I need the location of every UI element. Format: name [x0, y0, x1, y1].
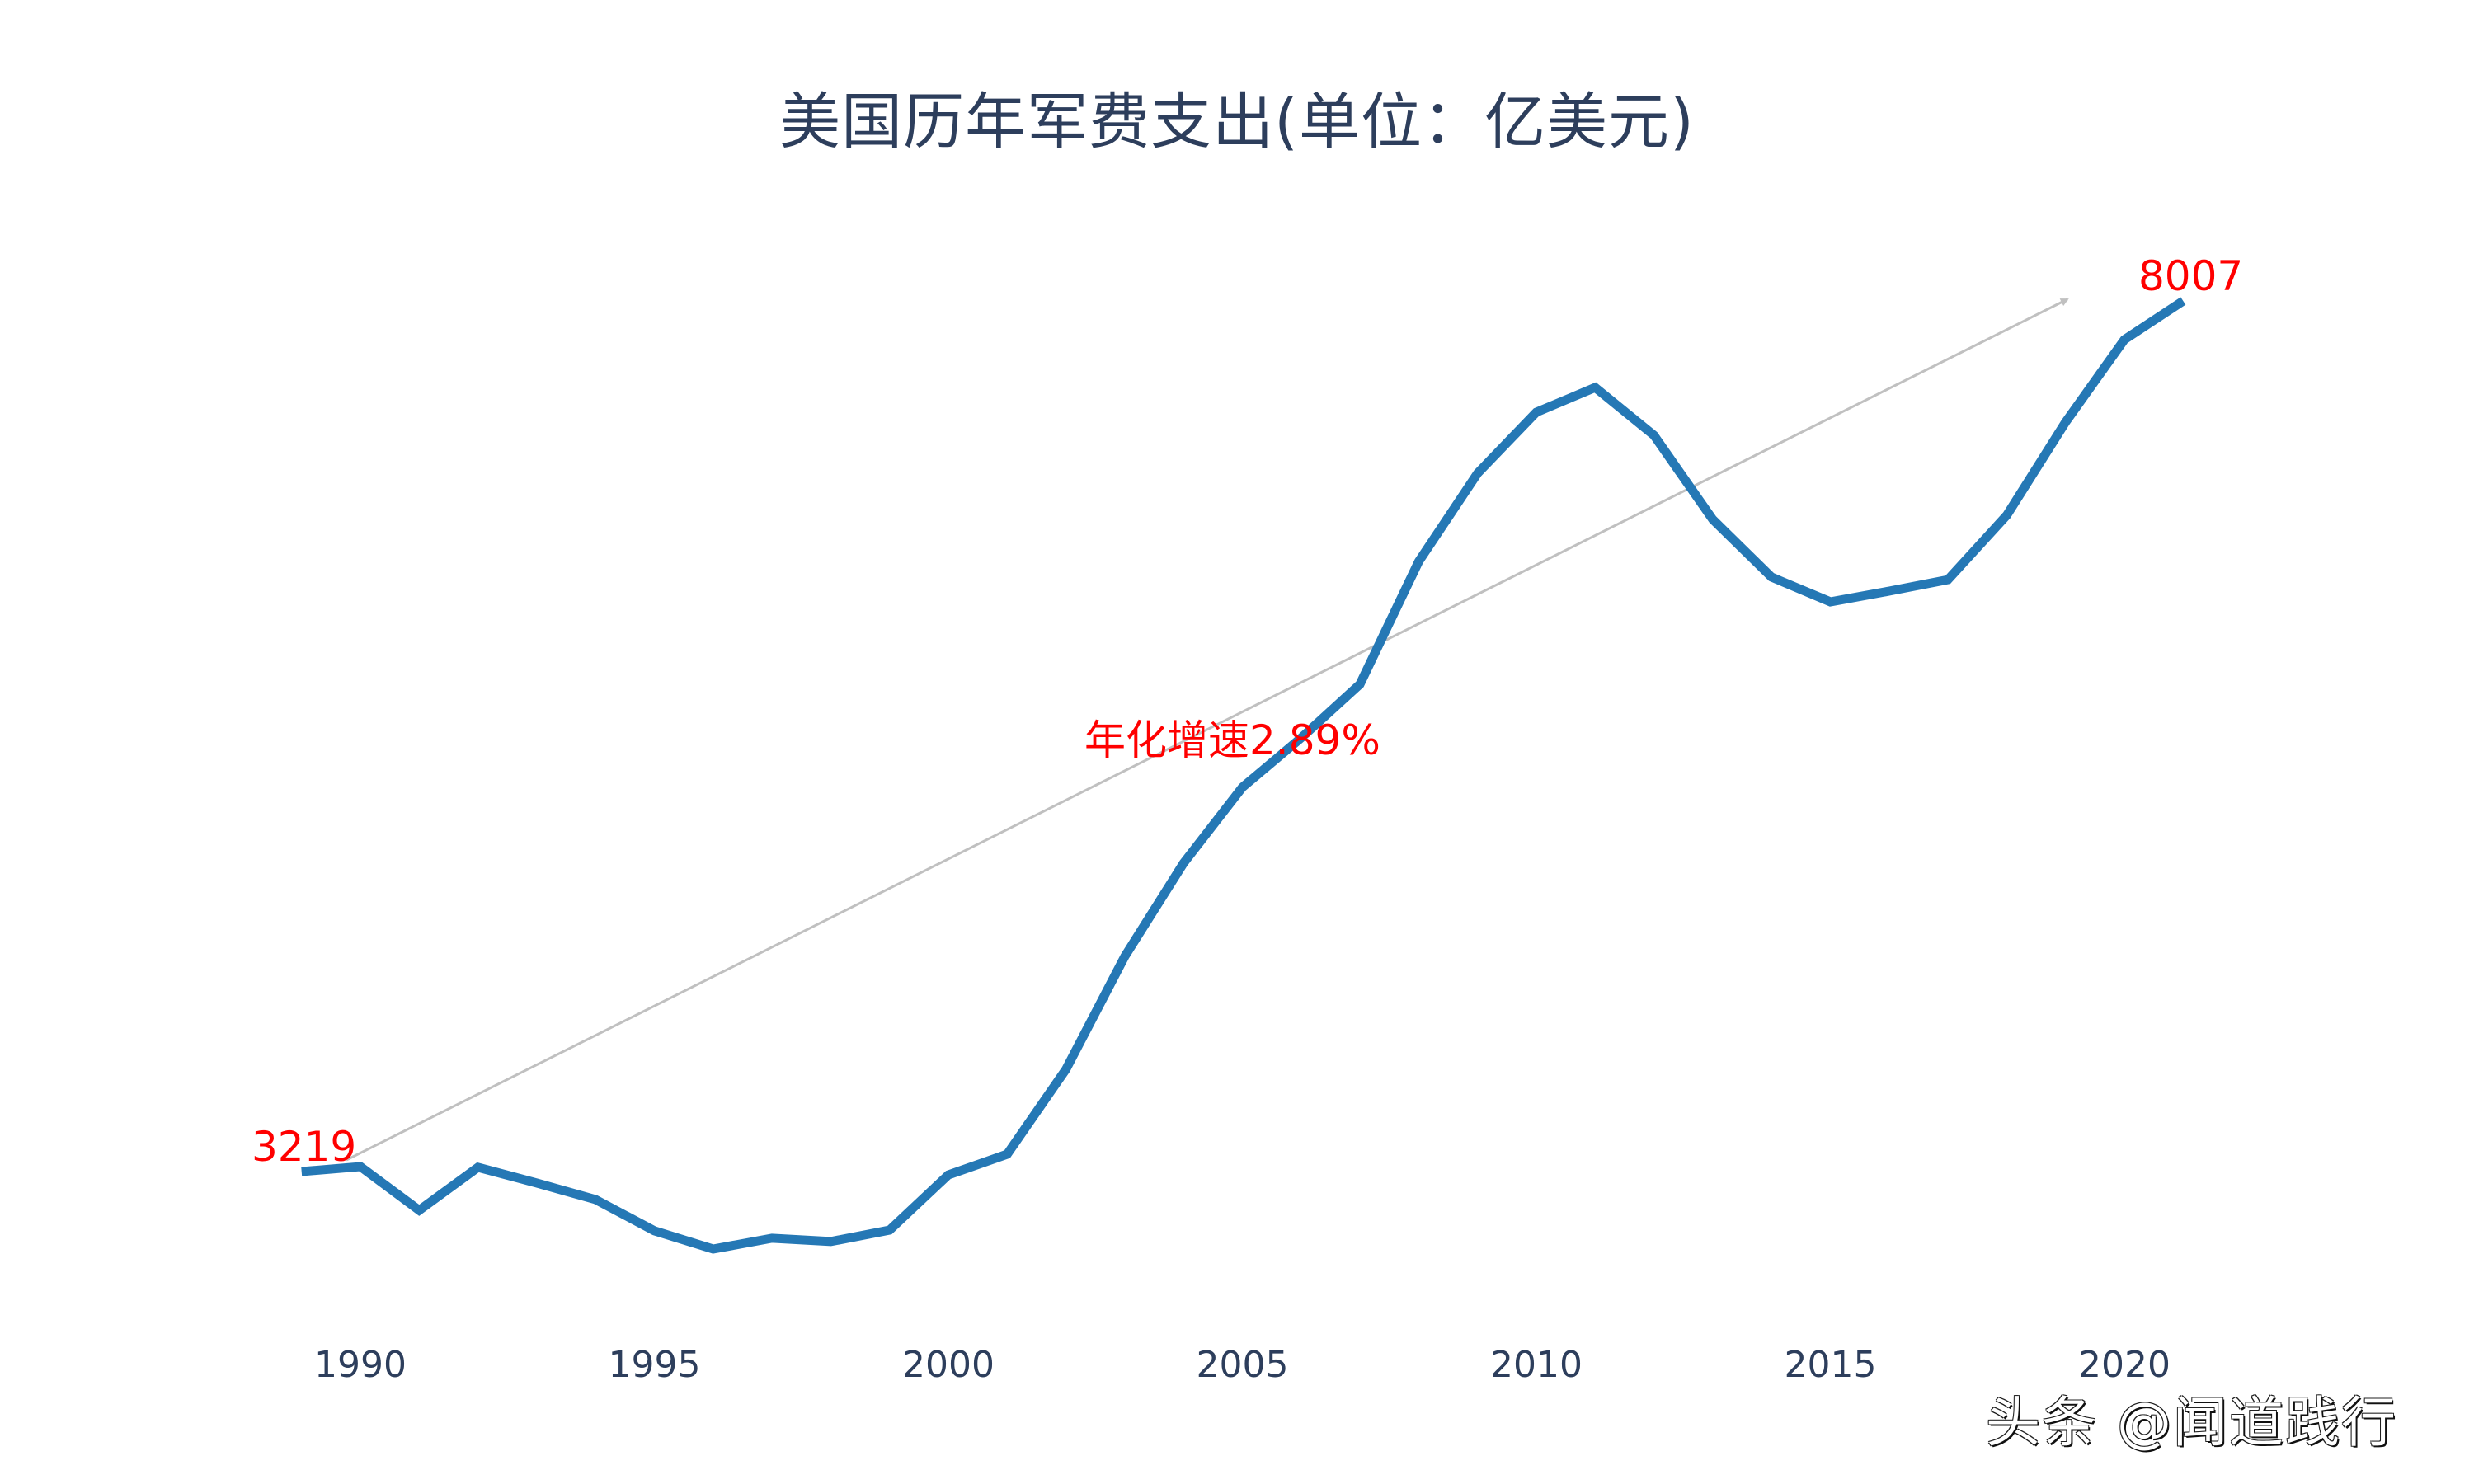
watermark: 头条 @闻道践行: [1986, 1391, 2397, 1454]
chart-title: 美国历年军费支出(单位：亿美元): [779, 87, 1695, 157]
spending-line: [301, 297, 2186, 1254]
x-tick-label: 2020: [2078, 1344, 2171, 1386]
x-tick-label: 2005: [1197, 1344, 1289, 1386]
x-tick-label: 2010: [1490, 1344, 1583, 1386]
x-tick-label: 1990: [314, 1344, 407, 1386]
x-axis-labels: 1990 1995 2000 2005 2010 2015 2020: [314, 1344, 2171, 1386]
x-tick-label: 2015: [1785, 1344, 1877, 1386]
trend-arrow: [346, 298, 2069, 1162]
end-value-label: 8007: [2138, 252, 2243, 300]
x-tick-label: 2000: [902, 1344, 995, 1386]
x-tick-label: 1995: [609, 1344, 701, 1386]
growth-rate-label: 年化增速2.89%: [1084, 716, 1380, 764]
start-value-label: 3219: [252, 1123, 356, 1171]
